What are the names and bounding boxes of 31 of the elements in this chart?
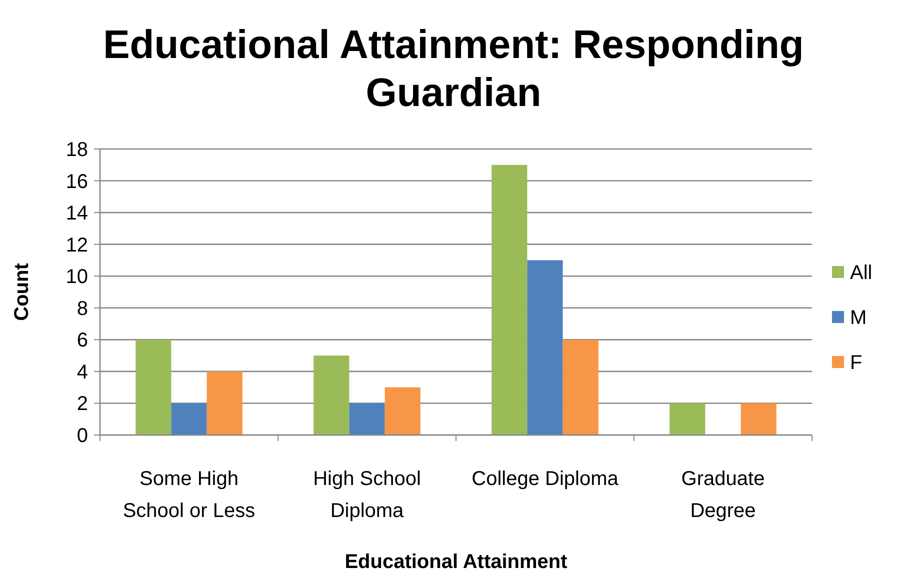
y-tick-label: 0 — [76, 425, 88, 447]
bar — [171, 403, 207, 435]
bar — [136, 340, 172, 435]
bar — [349, 403, 385, 435]
bar — [740, 403, 776, 435]
x-tick-label: High School Diploma — [313, 468, 421, 522]
y-tick-label: 4 — [76, 361, 88, 384]
y-tick-label: 12 — [66, 234, 88, 256]
bar — [492, 164, 528, 435]
y-tick-label: 6 — [76, 330, 88, 352]
bar — [670, 403, 706, 435]
y-tick-label: 8 — [76, 298, 88, 320]
y-axis-title: Count — [11, 262, 33, 321]
y-tick-label: 16 — [66, 170, 88, 193]
legend-label: F — [850, 352, 862, 374]
y-tick-label: 18 — [66, 139, 88, 161]
legend-label: All — [850, 262, 872, 284]
legend-label: M — [850, 307, 867, 329]
bar — [384, 387, 420, 435]
bar — [314, 356, 350, 435]
y-tick-label: 2 — [76, 393, 88, 416]
x-axis-title: Educational Attainment — [344, 551, 568, 573]
y-tick-label: 10 — [66, 266, 88, 288]
bar — [527, 260, 563, 435]
bar — [562, 340, 598, 435]
chart-title: Educational Attainment: Responding Guardian — [103, 23, 804, 115]
bar — [206, 371, 242, 435]
x-tick-label: Some High School or Less — [122, 468, 256, 522]
x-tick-label: College Diploma — [472, 468, 620, 490]
x-tick-label: Graduate Degree — [681, 468, 765, 522]
y-tick-label: 14 — [66, 202, 88, 225]
